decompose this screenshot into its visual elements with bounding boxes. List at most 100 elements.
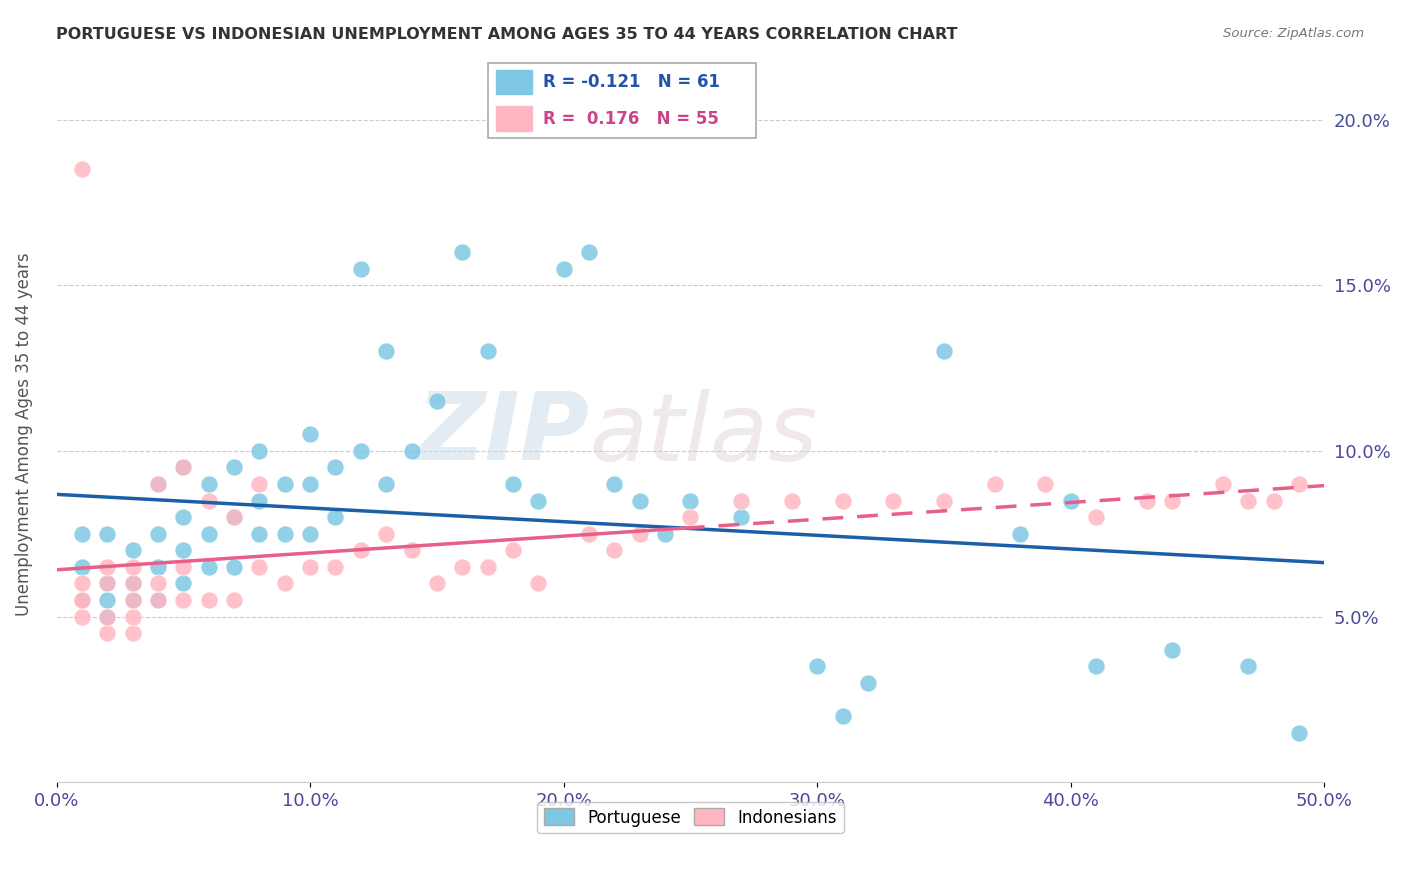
Point xyxy=(274,526,297,541)
Point xyxy=(1212,477,1234,491)
Text: Source: ZipAtlas.com: Source: ZipAtlas.com xyxy=(1223,27,1364,40)
Text: R = -0.121   N = 61: R = -0.121 N = 61 xyxy=(543,73,720,91)
Point xyxy=(1008,526,1031,541)
Point xyxy=(197,593,219,607)
Point xyxy=(578,526,600,541)
Point xyxy=(96,609,118,624)
Point xyxy=(553,261,575,276)
Point xyxy=(121,609,143,624)
Point xyxy=(222,560,245,574)
Point xyxy=(121,626,143,640)
Point xyxy=(96,576,118,591)
Point xyxy=(780,493,803,508)
Point xyxy=(401,444,423,458)
Point xyxy=(96,609,118,624)
FancyBboxPatch shape xyxy=(496,106,531,130)
FancyBboxPatch shape xyxy=(488,63,756,137)
Text: atlas: atlas xyxy=(589,389,817,480)
Point xyxy=(249,526,271,541)
Point xyxy=(121,560,143,574)
Point xyxy=(375,477,398,491)
Point xyxy=(1161,493,1184,508)
Point xyxy=(146,593,169,607)
Point xyxy=(172,560,194,574)
Point xyxy=(1237,659,1260,673)
Legend: Portuguese, Indonesians: Portuguese, Indonesians xyxy=(537,802,844,833)
Point xyxy=(70,593,93,607)
Point xyxy=(96,576,118,591)
Point xyxy=(350,444,373,458)
Point xyxy=(1085,510,1108,524)
Point xyxy=(146,526,169,541)
Point xyxy=(222,593,245,607)
Point xyxy=(628,526,651,541)
Point xyxy=(249,560,271,574)
Point xyxy=(730,493,752,508)
Point xyxy=(197,477,219,491)
Point xyxy=(654,526,676,541)
Point xyxy=(730,510,752,524)
Point xyxy=(628,493,651,508)
Point xyxy=(146,477,169,491)
Point xyxy=(350,543,373,558)
Point xyxy=(325,460,347,475)
Point xyxy=(856,676,879,690)
Point xyxy=(527,576,550,591)
Point xyxy=(146,560,169,574)
Point xyxy=(172,593,194,607)
Point xyxy=(603,477,626,491)
Point xyxy=(679,510,702,524)
Point xyxy=(146,477,169,491)
Point xyxy=(1035,477,1057,491)
Point xyxy=(882,493,904,508)
Point xyxy=(197,526,219,541)
Point xyxy=(983,477,1005,491)
Point xyxy=(401,543,423,558)
Point xyxy=(679,493,702,508)
Point xyxy=(197,560,219,574)
Point xyxy=(325,560,347,574)
Point xyxy=(350,261,373,276)
Point xyxy=(172,510,194,524)
Point xyxy=(578,245,600,260)
Point xyxy=(932,344,955,359)
Point xyxy=(451,245,474,260)
Point xyxy=(1237,493,1260,508)
Point xyxy=(274,576,297,591)
FancyBboxPatch shape xyxy=(496,70,531,95)
Point xyxy=(299,477,322,491)
Text: PORTUGUESE VS INDONESIAN UNEMPLOYMENT AMONG AGES 35 TO 44 YEARS CORRELATION CHAR: PORTUGUESE VS INDONESIAN UNEMPLOYMENT AM… xyxy=(56,27,957,42)
Point xyxy=(527,493,550,508)
Point xyxy=(121,543,143,558)
Point xyxy=(121,576,143,591)
Point xyxy=(70,162,93,177)
Point xyxy=(121,593,143,607)
Point xyxy=(299,560,322,574)
Point xyxy=(1085,659,1108,673)
Point xyxy=(146,593,169,607)
Point xyxy=(603,543,626,558)
Point xyxy=(325,510,347,524)
Point xyxy=(70,576,93,591)
Point xyxy=(426,394,449,409)
Point xyxy=(502,477,524,491)
Point xyxy=(1288,725,1310,739)
Point xyxy=(172,460,194,475)
Point xyxy=(451,560,474,574)
Point xyxy=(426,576,449,591)
Point xyxy=(249,477,271,491)
Point xyxy=(1161,642,1184,657)
Point xyxy=(222,510,245,524)
Point xyxy=(806,659,828,673)
Point xyxy=(70,560,93,574)
Point xyxy=(172,543,194,558)
Text: R =  0.176   N = 55: R = 0.176 N = 55 xyxy=(543,110,718,128)
Point xyxy=(477,560,499,574)
Point xyxy=(96,626,118,640)
Point xyxy=(70,609,93,624)
Point xyxy=(146,576,169,591)
Point xyxy=(1060,493,1083,508)
Point xyxy=(249,444,271,458)
Point xyxy=(477,344,499,359)
Y-axis label: Unemployment Among Ages 35 to 44 years: Unemployment Among Ages 35 to 44 years xyxy=(15,252,32,616)
